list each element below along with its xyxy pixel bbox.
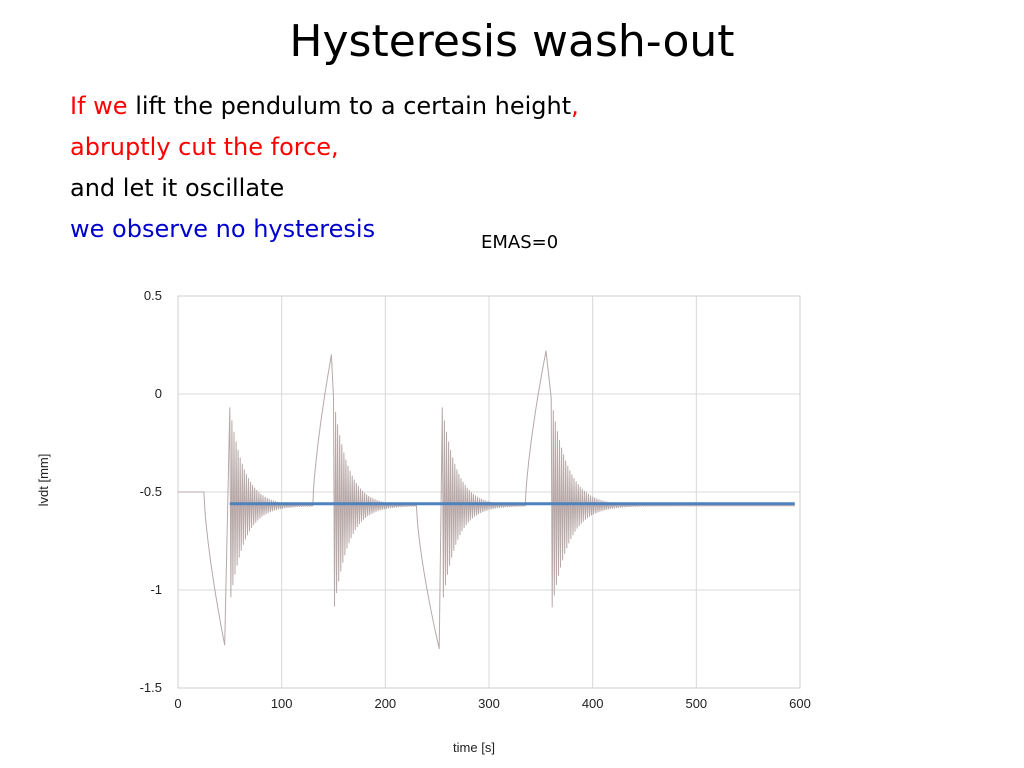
text-span: we observe no hysteresis: [70, 215, 376, 243]
text-span: ,: [571, 92, 579, 120]
chart-ticks: 0 100 200 300 400 500 600 0.5 0 -0.5 -1 -1.5: [140, 288, 811, 711]
x-tick-label: 0: [174, 696, 181, 711]
text-span: and let it oscillate: [70, 174, 285, 202]
x-tick-label: 300: [478, 696, 500, 711]
x-tick-label: 400: [582, 696, 604, 711]
body-line-2: abruptly cut the force,: [70, 127, 579, 168]
body-line-4: we observe no hysteresis: [70, 209, 579, 250]
y-tick-label: 0: [155, 386, 162, 401]
body-line-3: and let it oscillate: [70, 168, 579, 209]
y-tick-label: -1.5: [140, 680, 162, 695]
emas-annotation: EMAS=0: [481, 232, 559, 253]
y-tick-label: -0.5: [140, 484, 162, 499]
slide-title: Hysteresis wash-out: [289, 16, 735, 67]
x-tick-label: 600: [789, 696, 811, 711]
body-line-1: If we lift the pendulum to a certain hei…: [70, 86, 579, 127]
y-tick-label: -1: [150, 582, 162, 597]
slide-body-text: If we lift the pendulum to a certain hei…: [70, 86, 579, 250]
lvdt-series-line: [178, 350, 795, 650]
x-tick-label: 500: [685, 696, 707, 711]
x-tick-label: 100: [271, 696, 293, 711]
y-tick-label: 0.5: [144, 288, 162, 303]
lvdt-time-chart: 0 100 200 300 400 500 600 0.5 0 -0.5 -1 -1.5 time […: [36, 288, 811, 755]
text-span: If we: [70, 92, 136, 120]
x-tick-label: 200: [374, 696, 396, 711]
chart-grid: [177, 295, 801, 689]
x-axis-label: time [s]: [453, 740, 495, 755]
text-span: lift the pendulum to a certain height: [135, 92, 572, 120]
text-span: abruptly cut the force,: [70, 133, 339, 161]
y-axis-label: lvdt [mm]: [36, 454, 51, 507]
chart-series: [178, 350, 795, 650]
